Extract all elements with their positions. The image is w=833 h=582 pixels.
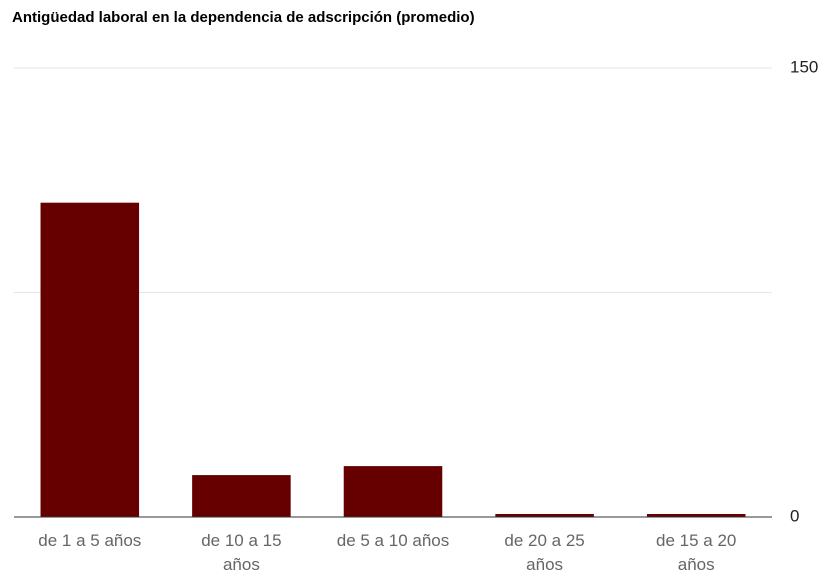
- chart-title: Antigüedad laboral en la dependencia de …: [12, 9, 475, 26]
- x-tick-label: de 20 a 25 años: [504, 531, 585, 574]
- y-tick-label: 0: [790, 506, 799, 525]
- x-tick-label: de 5 a 10 años: [336, 531, 450, 550]
- bar: [40, 202, 140, 517]
- bar: [192, 475, 291, 517]
- bar: [495, 514, 594, 517]
- bar: [343, 466, 443, 517]
- x-tick-label: de 15 a 20 años: [656, 531, 737, 574]
- x-tick-label: de 1 a 5 años: [38, 531, 142, 550]
- x-tick-label: de 10 a 15 años: [201, 531, 282, 574]
- y-tick-label: 150: [790, 57, 818, 76]
- bar: [646, 514, 746, 517]
